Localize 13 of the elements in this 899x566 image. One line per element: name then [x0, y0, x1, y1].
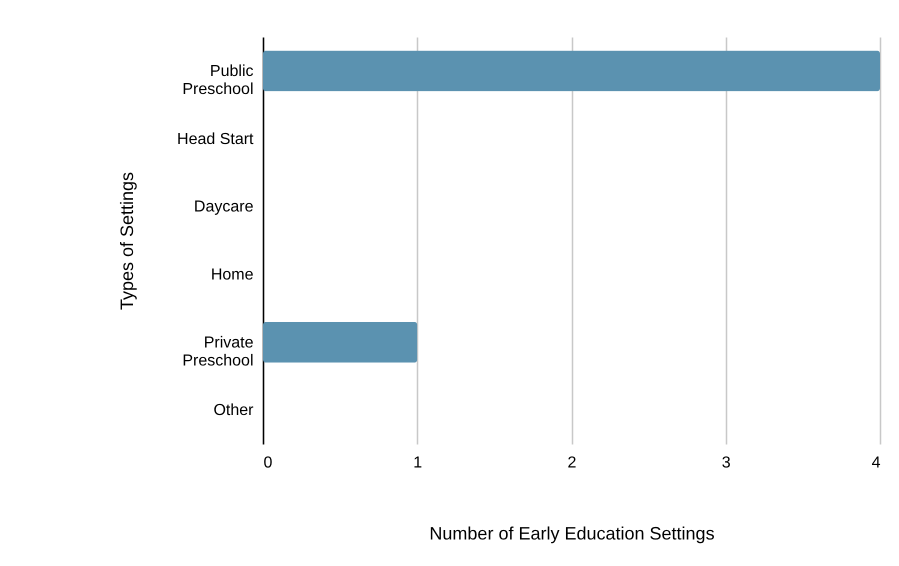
- y-tick-label: Head Start: [177, 130, 254, 148]
- y-tick-label: Public Preschool: [182, 62, 254, 98]
- y-tick-label: Other: [213, 402, 254, 420]
- y-tick-label: Private Preschool: [182, 334, 254, 370]
- y-tick-label: Home: [210, 266, 254, 284]
- x-tick-label: 0: [264, 454, 272, 472]
- x-tick-label: 4: [872, 454, 881, 472]
- x-tick-label: 3: [722, 454, 731, 472]
- x-axis-title: Number of Early Education Settings: [429, 524, 715, 544]
- y-axis-title: Types of Settings: [117, 172, 138, 310]
- x-tick-label: 2: [568, 454, 577, 472]
- x-tick-label: 1: [413, 454, 422, 472]
- y-tick-label: Daycare: [194, 198, 254, 216]
